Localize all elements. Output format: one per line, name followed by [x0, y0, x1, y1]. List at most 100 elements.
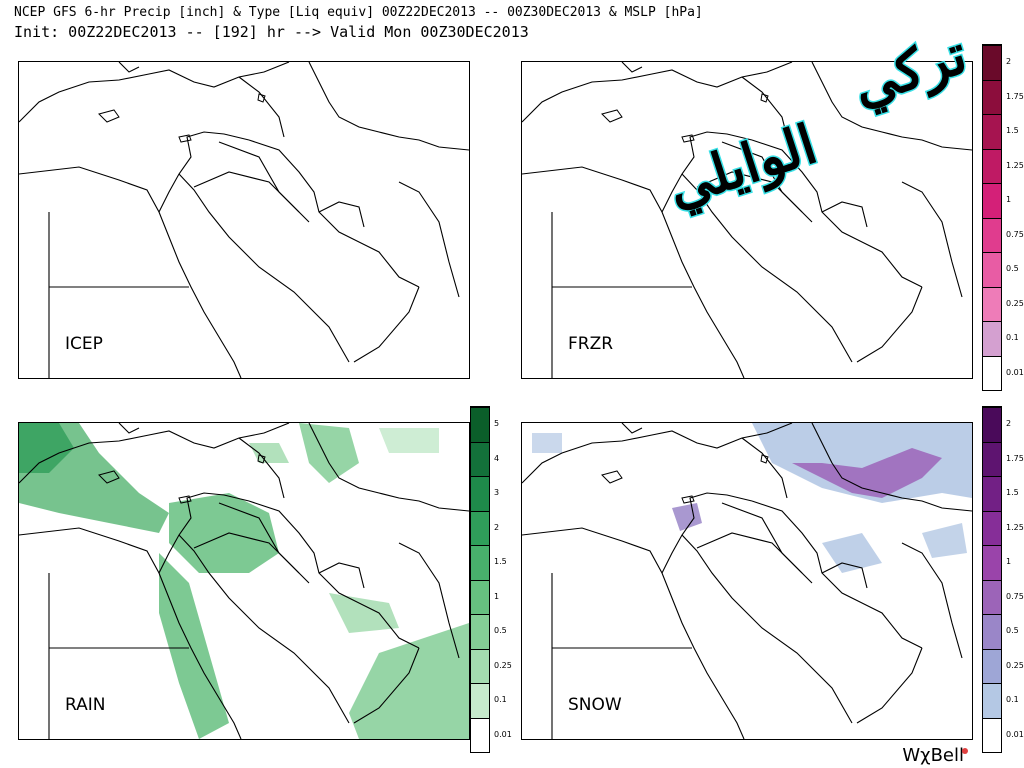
colorbar-tick-label: 0.5 [1006, 626, 1019, 636]
colorbar-segment [471, 545, 489, 580]
coastline [821, 201, 868, 228]
colorbar-segment [983, 217, 1001, 252]
colorbar-tick-label: 0.25 [494, 660, 512, 670]
colorbar-tick-label: 0.25 [1006, 660, 1024, 670]
coastline [901, 181, 963, 298]
colorbar-segment [471, 683, 489, 718]
colorbar-tick-label: 0.1 [1006, 333, 1019, 343]
coastline [741, 437, 788, 499]
coastline [158, 131, 250, 213]
colorbar-segment [983, 79, 1001, 114]
colorbar-segment [983, 407, 1001, 442]
coastline [751, 500, 923, 649]
colorbar-tick-label: 0.1 [1006, 695, 1019, 705]
coastline [522, 62, 793, 123]
colorbar-tick-label: 1.5 [494, 557, 507, 567]
island [257, 454, 266, 464]
brand-logo: WχBell [902, 745, 964, 766]
coastline [353, 286, 420, 363]
island [98, 109, 120, 123]
coastline [522, 166, 745, 378]
coastline [19, 166, 242, 378]
island [681, 495, 695, 504]
watermark-signature: تركي الوايلي [590, 10, 980, 223]
coastlines-and-borders [19, 62, 469, 378]
chart-init-line: Init: 00Z22DEC2013 -- [192] hr --> Valid… [14, 23, 529, 41]
coastline [856, 647, 923, 724]
island [760, 93, 769, 103]
coastline [661, 131, 753, 213]
coastline [318, 201, 365, 228]
colorbar-tick-label: 1.25 [1006, 160, 1024, 170]
island [760, 454, 769, 464]
colorbar-tick-label: 1.25 [1006, 522, 1024, 532]
colorbar-tick-label: 0.1 [494, 695, 507, 705]
coastline [696, 532, 803, 574]
coastline [621, 62, 643, 73]
colorbar-tick-label: 4 [494, 453, 500, 463]
colorbar-segment [471, 579, 489, 614]
watermark-line2: الوايلي [659, 111, 824, 221]
coastline [318, 562, 365, 589]
coastline [856, 286, 923, 363]
coastline [218, 141, 310, 223]
colorbar-segment [983, 683, 1001, 718]
island [178, 495, 192, 504]
coastline [522, 527, 745, 739]
colorbar-tick-label: 1 [1006, 195, 1012, 205]
watermark-line1: تركي [844, 21, 974, 119]
map-panel-rain: RAIN [18, 422, 470, 740]
coastline [811, 423, 972, 512]
colorbar-segment [471, 441, 489, 476]
colorbar-tick-label: 0.5 [494, 626, 507, 636]
coastline [741, 76, 788, 138]
colorbar-tick-label: 0.5 [1006, 264, 1019, 274]
coastline [522, 423, 793, 484]
colorbar-segment [983, 510, 1001, 545]
basemap [19, 423, 469, 739]
colorbar-segment [983, 476, 1001, 511]
coastline [661, 492, 753, 574]
coastline [118, 62, 140, 73]
colorbar-segment [983, 355, 1001, 390]
coastline [821, 562, 868, 589]
coastline [193, 171, 300, 213]
coastline [681, 173, 853, 363]
colorbar-segment [983, 183, 1001, 218]
coastlines-and-borders [19, 423, 469, 739]
coastline [398, 542, 460, 659]
basemap [522, 423, 972, 739]
colorbar-tick-label: 1.75 [1006, 91, 1024, 101]
colorbar-segment [983, 717, 1001, 752]
colorbar-tick-label: 0.01 [1006, 729, 1024, 739]
colorbar-segment [983, 648, 1001, 683]
colorbar-segment [471, 717, 489, 752]
colorbar-tick-label: 2 [1006, 57, 1012, 67]
colorbar-segment [471, 510, 489, 545]
colorbar-tick-label: 1 [494, 591, 500, 601]
island [601, 470, 623, 484]
colorbar-segment [983, 441, 1001, 476]
coastline [218, 502, 310, 584]
coastline [901, 542, 963, 659]
colorbar-tick-label: 1.5 [1006, 488, 1019, 498]
basemap [522, 62, 972, 378]
brand-logo-dot [962, 748, 968, 754]
colorbar-segment [471, 407, 489, 442]
colorbar-segment [983, 579, 1001, 614]
colorbar-segment [983, 545, 1001, 580]
coastline [811, 62, 972, 151]
panel-label-snow: SNOW [568, 695, 622, 715]
coastline [19, 527, 242, 739]
chart-title: NCEP GFS 6-hr Precip [inch] & Type [Liq … [14, 5, 703, 20]
colorbar-segment [983, 614, 1001, 649]
colorbar-segment [983, 252, 1001, 287]
island [601, 109, 623, 123]
colorbar-segment [471, 648, 489, 683]
colorbar-tick-label: 0.75 [1006, 229, 1024, 239]
colorbar-tick-label: 1.75 [1006, 453, 1024, 463]
coastline [308, 62, 469, 151]
island [257, 93, 266, 103]
map-panel-frzr: FRZR [521, 61, 973, 379]
island [681, 134, 695, 143]
